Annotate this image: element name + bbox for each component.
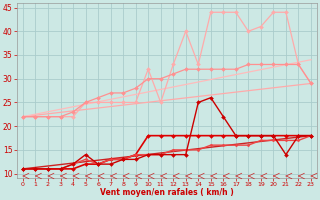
X-axis label: Vent moyen/en rafales ( km/h ): Vent moyen/en rafales ( km/h ) (100, 188, 234, 197)
